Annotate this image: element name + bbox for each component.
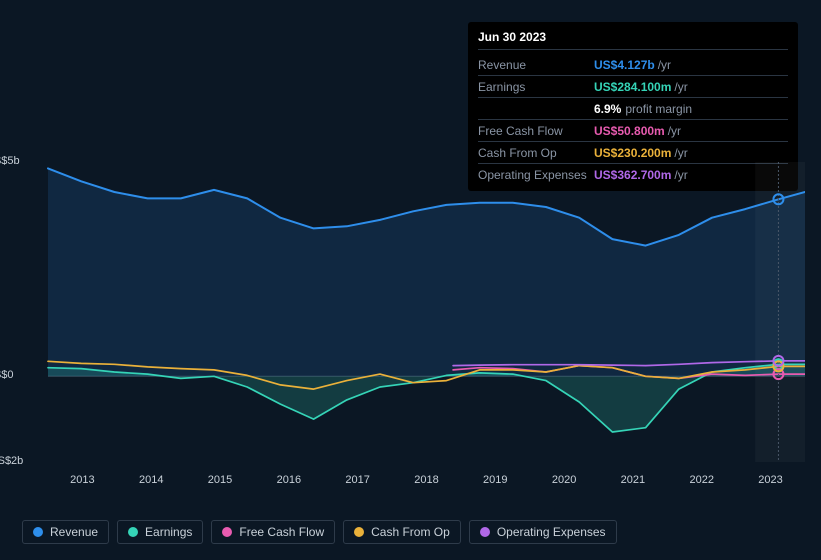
legend-dot-icon xyxy=(33,527,43,537)
x-tick-label: 2015 xyxy=(186,474,255,486)
legend-item-revenue[interactable]: Revenue xyxy=(22,520,109,544)
x-axis: 2013201420152016201720182019202020212022… xyxy=(48,474,805,486)
legend-dot-icon xyxy=(222,527,232,537)
tooltip-value: US$4.127b xyxy=(594,56,655,74)
legend-label: Revenue xyxy=(50,525,98,539)
legend-dot-icon xyxy=(480,527,490,537)
tooltip-value: US$284.100m xyxy=(594,78,671,96)
tooltip-value: 6.9% xyxy=(594,100,621,118)
legend-dot-icon xyxy=(128,527,138,537)
tooltip-unit: /yr xyxy=(674,78,687,96)
tooltip-unit: /yr xyxy=(658,56,671,74)
tooltip-row-cfo: Cash From OpUS$230.200m/yr xyxy=(478,142,788,164)
x-tick-label: 2018 xyxy=(392,474,461,486)
x-tick-label: 2020 xyxy=(530,474,599,486)
x-tick-label: 2014 xyxy=(117,474,186,486)
tooltip-value: US$230.200m xyxy=(594,144,671,162)
x-tick-label: 2021 xyxy=(599,474,668,486)
legend-label: Operating Expenses xyxy=(497,525,606,539)
tooltip-label: Free Cash Flow xyxy=(478,122,594,140)
tooltip-unit: /yr xyxy=(668,122,681,140)
tooltip-profit-margin-label: profit margin xyxy=(625,100,692,118)
legend-item-cfo[interactable]: Cash From Op xyxy=(343,520,461,544)
y-tick-label: US$0 xyxy=(0,369,16,381)
legend-item-fcf[interactable]: Free Cash Flow xyxy=(211,520,335,544)
tooltip-row-fcf: Free Cash FlowUS$50.800m/yr xyxy=(478,120,788,142)
legend-label: Cash From Op xyxy=(371,525,450,539)
x-tick-label: 2017 xyxy=(323,474,392,486)
y-tick-label: US$5b xyxy=(0,155,16,167)
tooltip-date: Jun 30 2023 xyxy=(478,28,788,50)
tooltip-row-pm: 6.9%profit margin xyxy=(478,98,788,120)
tooltip-row-revenue: RevenueUS$4.127b/yr xyxy=(478,54,788,76)
legend-label: Free Cash Flow xyxy=(239,525,324,539)
x-tick-label: 2016 xyxy=(254,474,323,486)
tooltip-row-earnings: EarningsUS$284.100m/yr xyxy=(478,76,788,98)
x-tick-label: 2022 xyxy=(667,474,736,486)
y-tick-label: -US$2b xyxy=(0,455,16,467)
area-revenue xyxy=(48,168,805,376)
x-tick-label: 2023 xyxy=(736,474,805,486)
earnings-revenue-chart[interactable]: US$5bUS$0-US$2b 201320142015201620172018… xyxy=(16,162,805,502)
chart-canvas[interactable] xyxy=(16,162,805,474)
tooltip-label: Earnings xyxy=(478,78,594,96)
chart-legend: Revenue Earnings Free Cash Flow Cash From O… xyxy=(22,520,617,544)
tooltip-label: Cash From Op xyxy=(478,144,594,162)
tooltip-value: US$50.800m xyxy=(594,122,665,140)
x-tick-label: 2013 xyxy=(48,474,117,486)
legend-item-opex[interactable]: Operating Expenses xyxy=(469,520,617,544)
tooltip-label: Revenue xyxy=(478,56,594,74)
tooltip-unit: /yr xyxy=(674,144,687,162)
legend-item-earnings[interactable]: Earnings xyxy=(117,520,203,544)
legend-dot-icon xyxy=(354,527,364,537)
legend-label: Earnings xyxy=(145,525,192,539)
x-tick-label: 2019 xyxy=(461,474,530,486)
